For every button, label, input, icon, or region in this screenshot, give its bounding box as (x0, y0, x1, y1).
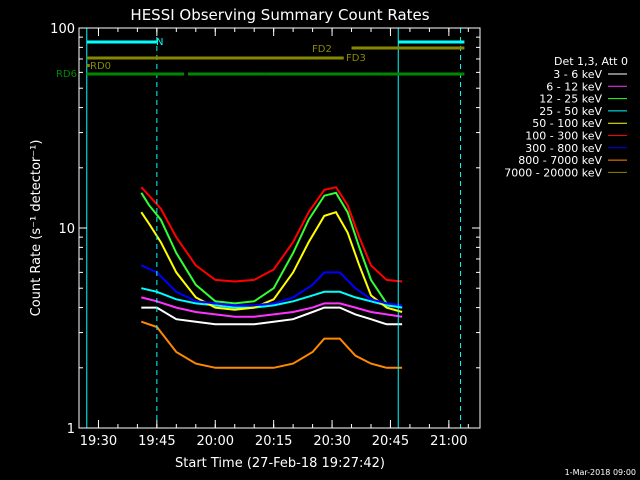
series-line-3 (141, 287, 403, 309)
legend-entry-label: 800 - 7000 keV (518, 154, 602, 167)
legend-entry-label: 100 - 300 keV (525, 130, 602, 143)
x-tick-label: 20:45 (372, 434, 409, 449)
legend-entry-label: 7000 - 20000 keV (504, 166, 602, 179)
series-line-7 (140, 320, 403, 369)
flag-label-RD6: RD6 (56, 69, 77, 80)
chart-title: HESSI Observing Summary Count Rates (130, 6, 429, 24)
y-tick-label: 1 (67, 422, 75, 437)
series-line-6 (140, 264, 403, 307)
x-tick-label: 20:15 (255, 434, 292, 449)
series-line-0 (141, 306, 403, 326)
series-line-4 (140, 211, 403, 313)
x-tick-label: 20:30 (313, 434, 350, 449)
flag-label-RD0: RD0 (90, 61, 111, 72)
flag-label-FD3: FD3 (346, 53, 366, 64)
legend-entry-label: 50 - 100 keV (532, 117, 602, 130)
x-tick-label: 19:30 (80, 434, 117, 449)
legend-entry-label: 300 - 800 keV (525, 142, 602, 155)
legend-entry-label: 12 - 25 keV (539, 93, 602, 106)
legend-entry-label: 6 - 12 keV (546, 80, 602, 93)
x-axis-label: Start Time (27-Feb-18 19:27:42) (175, 456, 385, 471)
flag-marker-RD0 (86, 64, 90, 67)
legend-title: Det 1,3, Att 0 (554, 55, 628, 68)
y-tick-label: 10 (58, 222, 75, 237)
y-axis-label: Count Rate (s⁻¹ detector⁻¹) (29, 140, 44, 317)
y-tick-label: 100 (50, 22, 75, 37)
series-line-2 (140, 191, 403, 309)
series-line-5 (140, 186, 403, 283)
x-tick-label: 21:00 (430, 434, 467, 449)
footer-date: 1-Mar-2018 09:00 (565, 468, 636, 477)
legend-entry-label: 3 - 6 keV (553, 68, 602, 81)
x-tick-label: 19:45 (138, 434, 175, 449)
flag-label-FD2: FD2 (312, 44, 332, 55)
series-line-1 (141, 296, 403, 318)
x-tick-label: 20:00 (197, 434, 234, 449)
flag-label-N: N (156, 37, 163, 48)
legend-entry-label: 25 - 50 keV (539, 105, 602, 118)
